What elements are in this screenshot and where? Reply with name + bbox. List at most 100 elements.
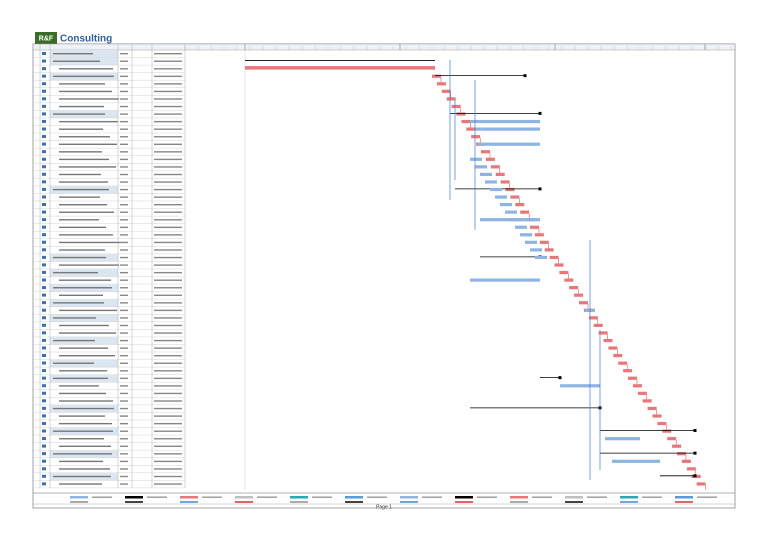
task-name-placeholder	[59, 483, 102, 485]
task-name-placeholder	[59, 468, 110, 470]
row-icon	[42, 429, 46, 433]
task-bar	[475, 165, 487, 169]
row-icon	[42, 270, 46, 274]
row-icon	[42, 444, 46, 448]
row-icon	[42, 467, 46, 471]
summary-cap	[693, 474, 697, 478]
duration-placeholder	[120, 105, 128, 108]
duration-placeholder	[120, 453, 128, 455]
legend-swatch	[125, 496, 143, 499]
logo-text: R&F	[39, 35, 54, 42]
task-name-placeholder	[59, 196, 100, 198]
task-name-placeholder	[59, 422, 112, 425]
legend-swatch	[235, 496, 253, 499]
critical-bar	[618, 361, 628, 365]
duration-placeholder	[120, 309, 128, 312]
critical-bar	[667, 437, 677, 441]
date-placeholder	[154, 181, 182, 183]
task-bar	[478, 142, 540, 146]
date-placeholder	[154, 392, 182, 395]
duration-placeholder	[120, 339, 128, 342]
date-placeholder	[154, 407, 182, 410]
row-icon	[42, 195, 46, 199]
row-icon	[42, 127, 46, 131]
date-placeholder	[154, 400, 182, 402]
critical-bar	[672, 444, 682, 448]
row-icon	[42, 354, 46, 357]
row-icon	[42, 399, 46, 403]
critical-bar	[598, 331, 608, 335]
task-name-placeholder	[59, 181, 108, 183]
date-placeholder	[154, 475, 182, 478]
critical-bar	[632, 384, 642, 388]
task-name-placeholder	[59, 98, 119, 100]
critical-bar	[471, 135, 481, 139]
critical-bar	[490, 165, 500, 169]
row-icon	[42, 406, 46, 410]
task-name-placeholder	[53, 339, 95, 342]
duration-placeholder	[120, 294, 128, 296]
critical-bar	[446, 97, 456, 101]
task-bar	[480, 172, 492, 176]
critical-bar	[652, 414, 662, 418]
row-icon	[42, 187, 46, 191]
task-bar	[510, 218, 522, 222]
task-name-placeholder	[59, 68, 113, 70]
date-placeholder	[154, 143, 182, 145]
duration-placeholder	[120, 302, 128, 304]
row-icon	[42, 482, 46, 486]
legend-label-placeholder	[587, 496, 607, 498]
row-icon	[42, 369, 46, 373]
task-name-placeholder	[59, 241, 120, 244]
row-icon	[42, 421, 46, 425]
critical-bar	[495, 172, 505, 176]
critical-bar	[481, 150, 490, 154]
legend-label-placeholder	[532, 496, 552, 498]
date-placeholder	[154, 355, 182, 357]
row-icon	[42, 52, 46, 55]
row-icon	[42, 346, 46, 350]
legend-label-placeholder	[367, 496, 387, 498]
row-icon	[42, 240, 46, 244]
date-placeholder	[154, 460, 182, 463]
duration-placeholder	[120, 400, 128, 402]
critical-bar	[574, 293, 584, 297]
task-bar	[475, 127, 540, 131]
duration-placeholder	[120, 324, 128, 327]
critical-bar	[559, 270, 569, 275]
critical-bar	[677, 452, 686, 456]
date-placeholder	[154, 83, 182, 85]
legend-swatch	[290, 501, 308, 503]
critical-bar	[520, 210, 530, 214]
date-placeholder	[154, 324, 182, 327]
row-icon	[42, 112, 46, 116]
date-placeholder	[154, 75, 182, 78]
legend-label-placeholder	[477, 496, 497, 498]
task-name-placeholder	[59, 355, 115, 357]
critical-bar	[696, 482, 706, 486]
date-placeholder	[154, 362, 182, 364]
task-name-placeholder	[59, 370, 107, 372]
date-placeholder	[154, 241, 182, 244]
date-placeholder	[154, 151, 182, 153]
duration-placeholder	[120, 90, 128, 93]
critical-bar	[588, 316, 598, 320]
row-icon	[42, 233, 46, 237]
critical-bar	[579, 301, 588, 305]
task-name-placeholder	[53, 302, 104, 304]
duration-placeholder	[120, 422, 128, 425]
row-icon	[42, 308, 46, 312]
duration-placeholder	[120, 234, 128, 236]
company-title: Consulting	[60, 34, 112, 45]
task-name-placeholder	[59, 264, 119, 266]
date-placeholder	[154, 204, 182, 206]
row-icon	[42, 150, 46, 154]
row-icon	[42, 210, 46, 214]
legend-swatch	[70, 496, 88, 499]
task-name-placeholder	[53, 453, 112, 455]
legend-swatch	[620, 496, 638, 499]
task-name-placeholder	[59, 415, 105, 417]
duration-placeholder	[120, 60, 128, 62]
